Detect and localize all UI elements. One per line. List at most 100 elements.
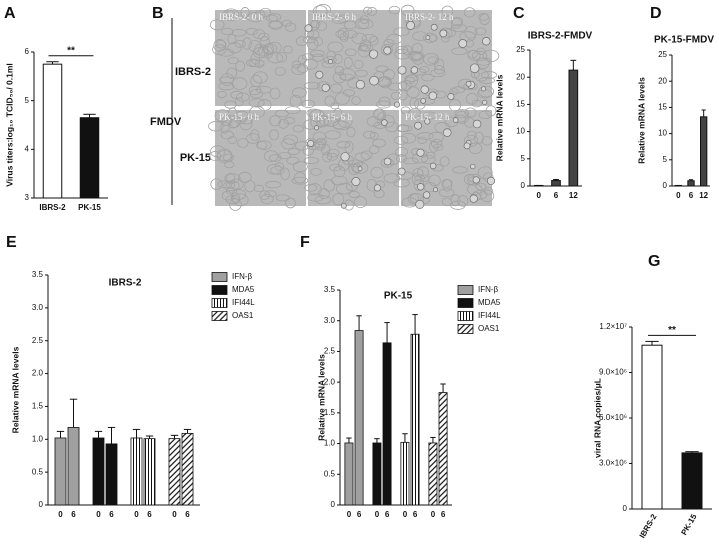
cell-texture xyxy=(433,143,444,151)
error-bar xyxy=(56,430,65,438)
cell-texture xyxy=(475,57,492,66)
cell-texture xyxy=(395,154,408,163)
cell-texture xyxy=(351,32,367,45)
bar xyxy=(428,442,438,506)
rounded-cell xyxy=(447,92,455,101)
bar xyxy=(105,443,118,506)
error-bar xyxy=(94,430,103,438)
cell-texture xyxy=(238,171,252,183)
cell-texture xyxy=(248,59,265,67)
cell-texture xyxy=(231,28,247,37)
x-tick-label: 6 xyxy=(689,191,694,200)
significance-label: ** xyxy=(668,325,676,336)
rounded-cell xyxy=(416,183,425,191)
cell-texture xyxy=(408,108,422,118)
cell-texture xyxy=(209,150,222,162)
cell-texture xyxy=(451,47,468,56)
cell-texture xyxy=(330,175,348,186)
cell-texture xyxy=(450,23,468,33)
cell-texture xyxy=(212,44,227,55)
cell-texture xyxy=(411,172,422,186)
micrograph xyxy=(301,3,405,110)
x-tick-label: 6 xyxy=(357,510,362,519)
cell-texture xyxy=(269,115,281,127)
y-tick-label: 2.0 xyxy=(32,369,44,378)
cell-texture xyxy=(227,136,237,145)
cell-texture xyxy=(313,36,324,47)
x-tick-label: IBRS-2 xyxy=(638,512,659,540)
cell-texture xyxy=(336,14,350,23)
cell-texture xyxy=(332,120,347,130)
cell-texture xyxy=(419,65,430,73)
cell-texture xyxy=(312,131,326,142)
y-tick-label: 3.0 xyxy=(324,316,336,325)
cell-texture xyxy=(353,59,364,70)
cell-texture xyxy=(357,19,374,30)
cell-texture xyxy=(401,4,415,17)
cell-texture xyxy=(309,49,325,58)
cell-texture xyxy=(420,174,430,182)
significance-label: ** xyxy=(67,45,75,56)
y-tick-label: 5 xyxy=(25,96,30,105)
rounded-cell xyxy=(351,177,361,187)
cell-texture xyxy=(409,68,427,76)
error-bar xyxy=(170,434,179,439)
cell-texture xyxy=(223,153,234,162)
rounded-cell xyxy=(472,176,480,184)
y-tick-label: 0.5 xyxy=(324,469,336,478)
rounded-cell xyxy=(443,128,452,137)
legend-label: IFI44L xyxy=(232,298,255,307)
image-caption: PK-15- 6 h xyxy=(312,112,352,122)
image-caption: IBRS-2- 12 h xyxy=(405,12,454,22)
bar xyxy=(168,438,181,506)
bar xyxy=(79,117,100,199)
cell-texture xyxy=(220,73,234,86)
micrograph-bg xyxy=(401,10,492,106)
cell-texture xyxy=(226,172,236,185)
rounded-cell xyxy=(410,66,419,74)
bar xyxy=(344,442,354,506)
rounded-cell xyxy=(439,29,448,38)
y-axis-label: Relative mRNA levels xyxy=(494,74,504,161)
cell-texture xyxy=(324,95,336,107)
cell-texture xyxy=(480,189,495,203)
cell-texture xyxy=(306,108,322,117)
cell-texture xyxy=(414,98,426,110)
cell-texture xyxy=(378,96,391,107)
error-bar xyxy=(701,109,706,117)
cell-texture xyxy=(227,42,242,54)
cell-texture xyxy=(221,190,233,201)
cell-texture xyxy=(464,107,477,118)
cell-texture xyxy=(283,45,293,54)
micrograph xyxy=(208,105,310,211)
cell-texture xyxy=(259,190,271,200)
cell-texture xyxy=(344,48,357,57)
cell-texture xyxy=(463,135,479,147)
cell-texture xyxy=(285,106,301,115)
bar xyxy=(400,441,410,506)
cell-texture xyxy=(395,45,409,55)
cell-texture xyxy=(407,50,422,61)
chart-title: IBRS-2-FMDV xyxy=(528,31,593,42)
cell-texture xyxy=(259,7,272,17)
cell-texture xyxy=(312,5,328,18)
cell-texture xyxy=(228,107,238,120)
cell-texture xyxy=(214,109,231,122)
cell-texture xyxy=(483,187,494,196)
cell-texture xyxy=(316,21,328,31)
y-tick-label: 5 xyxy=(663,155,668,164)
x-tick-label: 6 xyxy=(413,510,418,519)
panel-letter: C xyxy=(513,5,525,22)
y-tick-label: 1.0 xyxy=(32,434,44,443)
error-bar xyxy=(412,314,418,335)
cell-texture xyxy=(263,45,274,59)
y-tick-label: 3 xyxy=(25,193,30,202)
x-tick-label: IBRS-2 xyxy=(39,203,66,212)
cell-texture xyxy=(441,178,453,188)
error-bar xyxy=(83,113,96,118)
cell-texture xyxy=(478,110,493,120)
rounded-cell xyxy=(406,21,416,30)
rounded-cell xyxy=(393,101,400,108)
cell-texture xyxy=(291,87,307,98)
cell-texture xyxy=(474,69,489,82)
